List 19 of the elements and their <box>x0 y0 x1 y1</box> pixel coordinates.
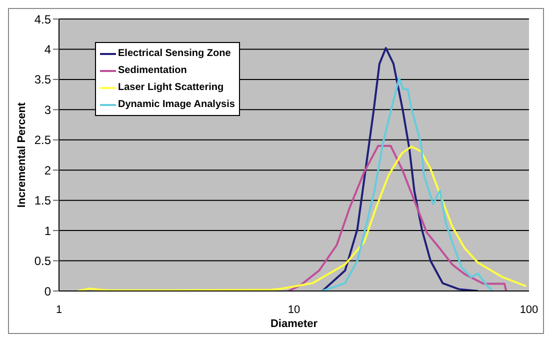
y-tick-label: 4 <box>44 42 52 56</box>
y-tick-label: 4.5 <box>34 12 52 26</box>
y-tick-label: 1 <box>44 224 52 238</box>
y-tick-label: 1.5 <box>34 194 52 208</box>
y-axis-title: Incremental Percent <box>16 102 28 208</box>
y-tick-label: 3.5 <box>34 72 52 87</box>
legend-label: Dynamic Image Analysis <box>118 98 235 112</box>
x-axis-title: Diameter <box>270 318 318 330</box>
y-tick-label: 2 <box>44 163 52 178</box>
y-tick-label: 0.5 <box>34 254 52 268</box>
y-tick-label: 0 <box>44 284 52 298</box>
y-tick-label: 2.5 <box>34 133 52 148</box>
x-tick-label: 100 <box>520 304 538 316</box>
legend-label: Electrical Sensing Zone <box>118 47 231 61</box>
x-tick-label: 1 <box>56 304 62 316</box>
legend-label: Laser Light Scattering <box>118 81 224 95</box>
y-tick-label: 3 <box>44 102 52 117</box>
x-tick-label: 10 <box>288 304 300 316</box>
legend-label: Sedimentation <box>118 64 187 78</box>
